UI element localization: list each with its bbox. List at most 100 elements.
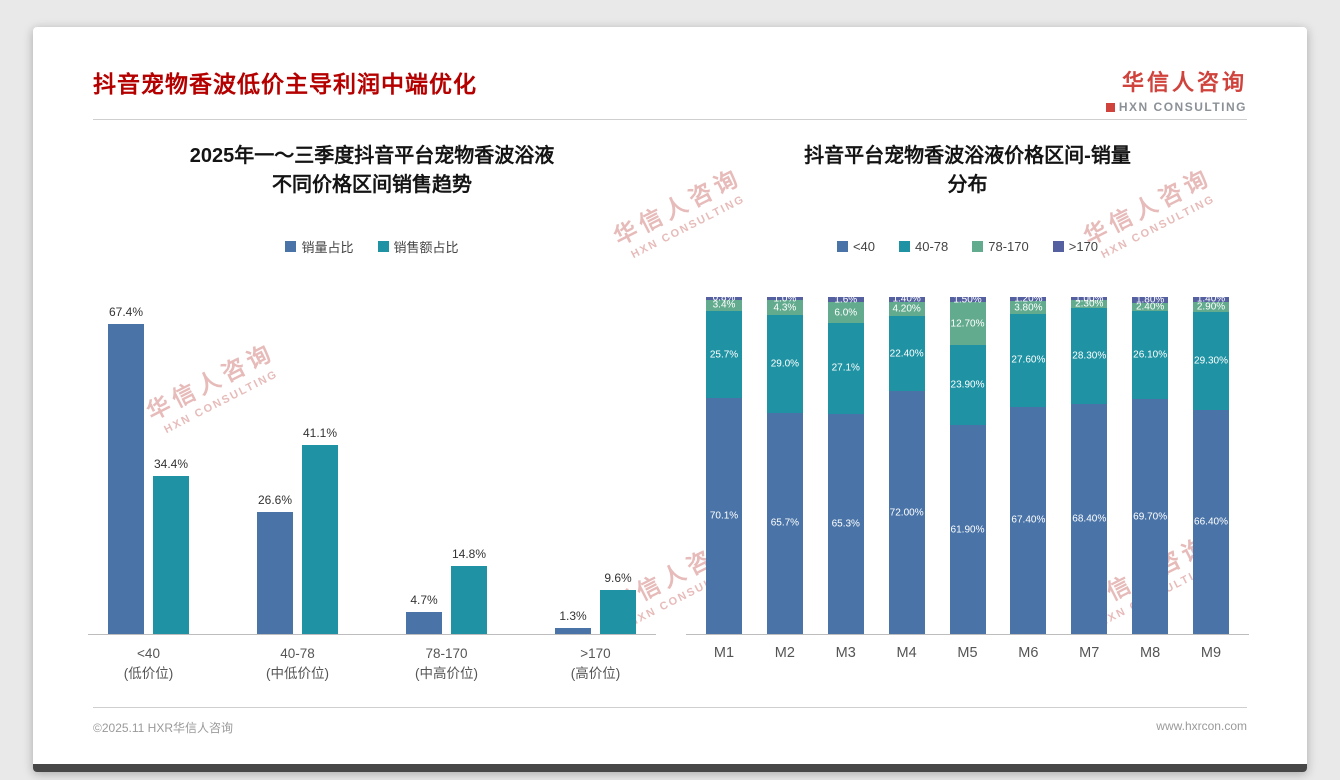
legend-label: 40-78 (915, 238, 949, 254)
segment-78-170: 2.30% (1071, 298, 1108, 310)
segment-value-label: 6.0% (834, 307, 858, 319)
segment-value-label: 3.80% (1014, 302, 1043, 313)
stacked-bar: 65.3% 27.1% 6.0% 1.6% (827, 297, 864, 634)
segment-value-label: 1.20% (1014, 297, 1043, 305)
stacked-bar: 67.40% 27.60% 3.80% 1.20% (1010, 297, 1047, 634)
right-chart-plot: 70.1% 25.7% 3.4% 0.8% 65.7% 29.0% 4.3% 1.0% 65.3… (686, 290, 1249, 635)
segment-value-label: 61.90% (950, 524, 985, 536)
segment-value-label: 3.4% (712, 299, 736, 311)
bar-group: 1.3% 9.6% (555, 571, 636, 634)
segment-40-78: 28.30% (1071, 308, 1108, 404)
segment-value-label: 26.10% (1133, 349, 1168, 361)
segment-value-label: 27.1% (831, 362, 860, 374)
segment-value-label: 1.50% (953, 297, 982, 306)
category-label-line: (高价位) (570, 666, 621, 682)
segment-value-label: 2.90% (1196, 301, 1226, 313)
legend-swatch (972, 240, 984, 252)
segment-value-label: 2.40% (1135, 301, 1165, 313)
left-chart-title-line1: 2025年一～三季度抖音平台宠物香波浴液 (189, 145, 555, 167)
category-label: <40 (低价位) (108, 644, 189, 685)
segment-value-label: 4.3% (773, 302, 797, 314)
bar-销售额占比: 34.4% (153, 457, 189, 634)
slide-bottom-bar (33, 764, 1307, 772)
legend-item: 销量占比 (285, 237, 354, 256)
segment-40-78: 27.60% (1010, 313, 1047, 407)
segment-value-label: 67.40% (1011, 514, 1046, 526)
page-title: 抖音宠物香波低价主导利润中端优化 (93, 71, 477, 97)
header: 抖音宠物香波低价主导利润中端优化 华信人咨询 HXN CONSULTING (93, 65, 1247, 114)
bar-value-label: 14.8% (451, 547, 487, 561)
segment-value-label: 66.40% (1194, 516, 1228, 528)
segment-value-label: 2.30% (1075, 298, 1104, 310)
segment-40-78: 27.1% (827, 322, 864, 414)
logo-name: 华信人咨询 (1121, 70, 1247, 95)
category-label-line: 40-78 (280, 646, 315, 661)
category-label: M7 (1079, 645, 1100, 661)
logo: 华信人咨询 HXN CONSULTING (1105, 65, 1247, 114)
bar-group: 67.4% 34.4% (108, 305, 189, 634)
stacked-bar: 69.70% 26.10% 2.40% 1.80% (1132, 296, 1169, 634)
segment-value-label: 70.1% (709, 510, 739, 522)
bar-value-label: 34.4% (153, 457, 189, 471)
segment-78-170: 3.80% (1010, 301, 1047, 314)
segment-<40: 66.40% (1193, 410, 1229, 634)
stacked-bar: 72.00% 22.40% 4.20% 1.40% (888, 297, 925, 634)
stacked-bar: 70.1% 25.7% 3.4% 0.8% (706, 297, 742, 634)
segment-<40: 69.70% (1132, 399, 1169, 634)
segment-<40: 65.3% (827, 413, 864, 634)
bar-销售额占比: 14.8% (451, 547, 487, 634)
segment-40-78: 23.90% (949, 344, 986, 426)
right-chart-panel: 抖音平台宠物香波浴液价格区间-销量 分布 <40 40-78 78-170 >170 … (686, 142, 1249, 661)
right-chart-x-axis: M1 M2 M3 M4 M5 M6 M7 M8 M9 (686, 645, 1249, 661)
segment-value-label: 29.30% (1194, 355, 1228, 367)
category-label-line: (低价位) (123, 666, 174, 682)
legend-label: 销量占比 (301, 239, 354, 255)
bar-销量占比: 26.6% (257, 493, 293, 634)
left-chart-legend: 销量占比 销售额占比 (88, 236, 656, 256)
legend-label: <40 (852, 238, 876, 254)
segment-<40: 65.7% (766, 412, 803, 634)
segment-value-label: 12.70% (950, 318, 985, 329)
left-chart-panel: 2025年一～三季度抖音平台宠物香波浴液 不同价格区间销售趋势 销量占比 销售额占… (88, 142, 656, 685)
segment-value-label: 65.7% (770, 517, 800, 529)
legend-item: <40 (836, 238, 876, 254)
header-divider (93, 119, 1247, 120)
segment->170: 1.40% (888, 297, 925, 305)
right-chart-title-line2: 分布 (947, 174, 988, 196)
left-chart-x-axis: <40 (低价位) 40-78 (中低价位) 78-170 (中高价位) >170 (高价位) (88, 644, 656, 685)
segment->170: 1.6% (827, 297, 864, 305)
stacked-bar: 65.7% 29.0% 4.3% 1.0% (766, 297, 803, 634)
legend-item: 40-78 (899, 239, 948, 254)
category-label: M9 (1200, 645, 1222, 661)
segment-value-label: 72.00% (889, 507, 924, 519)
category-label-line: (中高价位) (415, 666, 478, 682)
category-label: >170 (高价位) (555, 644, 636, 685)
legend-swatch (899, 240, 911, 252)
bar-销售额占比: 41.1% (302, 426, 338, 634)
legend-label: 销售额占比 (393, 239, 459, 255)
segment-value-label: 1.00% (1075, 296, 1104, 305)
bar-销售额占比: 9.6% (600, 571, 636, 634)
bar-value-label: 26.6% (257, 493, 293, 507)
segment-<40: 67.40% (1010, 406, 1047, 634)
segment-78-170: 4.3% (766, 300, 803, 315)
segment-value-label: 68.40% (1072, 513, 1107, 525)
segment-value-label: 0.8% (712, 297, 736, 304)
bar-value-label: 4.7% (410, 593, 438, 607)
category-label-line: >170 (580, 646, 611, 661)
bar-销量占比: 4.7% (406, 593, 442, 634)
legend-swatch (836, 240, 848, 252)
segment->170: 0.8% (706, 297, 742, 304)
segment-78-170: 2.40% (1132, 301, 1169, 313)
bar-value-label: 9.6% (604, 571, 632, 585)
left-chart-title-line2: 不同价格区间销售趋势 (272, 174, 472, 196)
footer: ©2025.11 HXR华信人咨询 www.hxrcon.com (93, 719, 1247, 736)
category-label: 40-78 (中低价位) (257, 644, 338, 685)
segment-78-170: 12.70% (949, 302, 986, 345)
category-label-line: <40 (137, 646, 160, 661)
category-label: M6 (1018, 645, 1039, 661)
segment-value-label: 1.40% (1196, 297, 1226, 305)
category-label-line: (中低价位) (266, 666, 329, 682)
category-label: M2 (774, 645, 795, 661)
bar-销量占比: 67.4% (108, 305, 144, 634)
